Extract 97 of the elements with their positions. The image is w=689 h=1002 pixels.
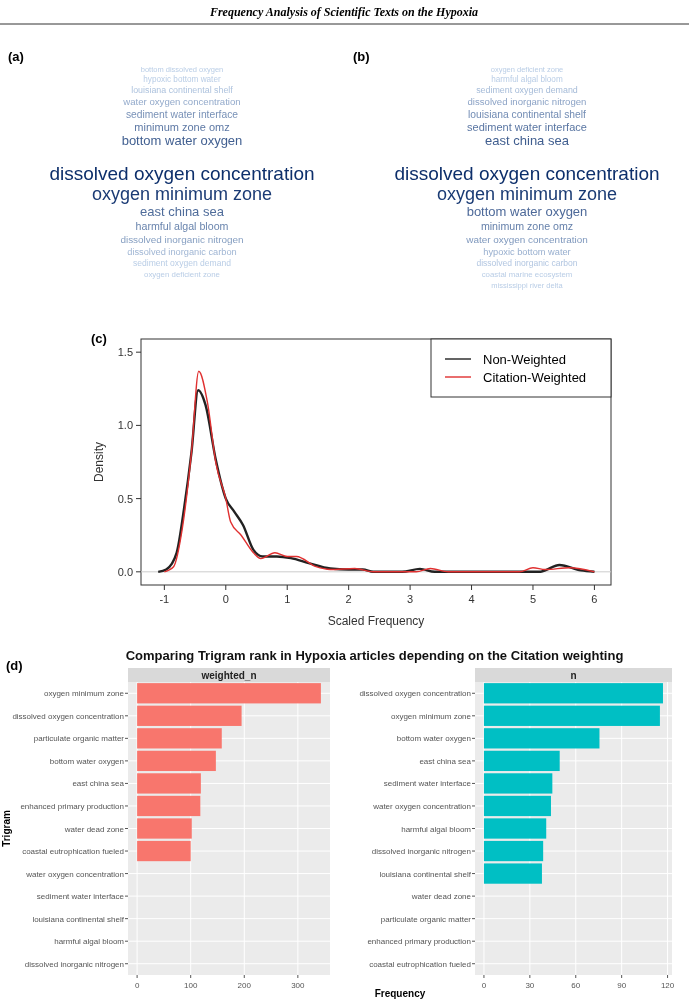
chart-title: (c) [91, 331, 107, 346]
category-label: dissolved inorganic carbon [127, 246, 237, 257]
x-tick-label: 3 [407, 593, 414, 605]
x-tick-label: 2 [345, 593, 352, 605]
y-tick-label: 1.0 [117, 419, 133, 432]
x-tick-label: 0 [134, 981, 140, 990]
y-tick-label: east china sea [419, 756, 472, 766]
y-tick-label: harmful algal bloom [54, 937, 125, 947]
y-tick-label: sediment water interface [36, 892, 125, 902]
y-tick-label: 0.5 [117, 492, 133, 505]
x-axis-title: Frequency [374, 988, 426, 999]
y-tick-label: water oxygen concentration [25, 869, 124, 879]
bar [483, 750, 560, 772]
category-label: east china sea [140, 204, 225, 219]
bar [483, 728, 600, 749]
y-tick-label: 0.0 [117, 565, 133, 578]
category-label: sediment oxygen demand [476, 85, 578, 96]
x-tick-label: 6 [591, 593, 598, 605]
y-tick-label: dissolved inorganic nitrogen [24, 959, 124, 969]
y-tick-label: water oxygen concentration [372, 801, 471, 811]
x-tick-label: 0 [481, 981, 487, 990]
chart-subtitle: n [570, 670, 577, 681]
x-tick-label: -1 [159, 593, 170, 605]
bar [137, 705, 242, 726]
bar [137, 840, 191, 862]
y-tick-label: coastal eutrophication fueled [369, 959, 471, 969]
y-tick-label: particulate organic matter [380, 914, 472, 924]
y-tick-label: east china sea [72, 779, 125, 789]
bar [483, 795, 551, 817]
y-tick-label: coastal eutrophication fueled [22, 847, 124, 857]
category-label: dissolved inorganic carbon [476, 258, 578, 269]
y-tick-label: dissolved oxygen concentration [359, 689, 471, 699]
y-tick-label: oxygen minimum zone [390, 711, 472, 721]
bar [483, 773, 553, 794]
category-label: east china sea [485, 133, 570, 148]
y-tick-label: dissolved oxygen concentration [12, 711, 124, 721]
y-tick-label: enhanced primary production [20, 801, 124, 811]
category-label: dissolved inorganic nitrogen [467, 96, 587, 108]
text: (a) [8, 49, 24, 64]
category-label: minimum zone omz [480, 219, 574, 232]
x-tick-label: 60 [571, 981, 581, 990]
x-tick-label: 30 [525, 981, 535, 990]
category-label: louisiana continental shelf [468, 108, 587, 120]
bar [483, 818, 547, 839]
y-tick-label: harmful algal bloom [401, 824, 472, 834]
x-axis-title: Scaled Frequency [327, 614, 425, 628]
y-tick-label: bottom water oxygen [396, 734, 471, 744]
x-tick-label: 1 [284, 593, 291, 605]
x-tick-label: 120 [660, 981, 675, 990]
category-label: water oxygen concentration [465, 233, 588, 245]
x-tick-label: 5 [529, 593, 537, 605]
x-tick-label: 100 [184, 981, 198, 990]
category-label: sediment water interface [467, 121, 587, 133]
category-label: sediment oxygen demand [133, 258, 232, 269]
category-label: hypoxic bottom water [483, 246, 571, 257]
category-label: oxygen minimum zone [91, 184, 273, 204]
text: (b) [353, 49, 370, 64]
bar [137, 818, 192, 839]
category-label: louisiana continental shelf [131, 85, 234, 96]
bar [483, 863, 542, 884]
category-label: harmful algal bloom [491, 75, 563, 84]
legend-label: Non-Weighted [483, 352, 566, 367]
x-tick-label: 4 [468, 593, 475, 605]
category-label: harmful algal bloom [135, 219, 229, 232]
category-label: oxygen minimum zone [436, 184, 618, 204]
y-tick-label: louisiana continental shelf [379, 869, 472, 879]
y-tick-label: bottom water oxygen [49, 756, 124, 766]
bar [137, 795, 201, 817]
chart-subtitle: weighted_n [200, 670, 257, 681]
x-tick-label: 90 [617, 981, 627, 990]
y-tick-label: sediment water interface [383, 779, 472, 789]
category-label: sediment water interface [125, 108, 239, 120]
bar [137, 773, 201, 794]
y-axis-title: Density [92, 441, 106, 483]
text: Comparing Trigram rank in Hypoxia articles depending on the Citation weighting [125, 648, 624, 663]
y-tick-label: enhanced primary production [367, 937, 471, 947]
y-axis-title: Trigram [1, 810, 12, 847]
y-tick-label: water dead zone [63, 824, 125, 834]
legend-label: Citation-Weighted [483, 370, 587, 385]
category-label: minimum zone omz [134, 121, 230, 133]
y-tick-label: dissolved inorganic nitrogen [371, 847, 471, 857]
bar [483, 840, 544, 862]
category-label: bottom water oxygen [466, 204, 588, 219]
y-tick-label: 1.5 [117, 346, 133, 359]
bar [483, 705, 660, 726]
category-label: hypoxic bottom water [143, 75, 221, 84]
x-tick-label: 200 [237, 981, 252, 990]
y-tick-label: water dead zone [410, 892, 472, 902]
y-tick-label: particulate organic matter [33, 734, 125, 744]
x-tick-label: 300 [291, 981, 306, 990]
y-tick-label: louisiana continental shelf [32, 914, 125, 924]
x-tick-label: 0 [222, 593, 229, 605]
y-tick-label: oxygen minimum zone [43, 689, 125, 699]
text: (d) [6, 658, 23, 673]
text: Frequency Analysis of Scientific Texts on the Hypoxia [208, 5, 479, 19]
bar [137, 728, 222, 749]
bar [137, 750, 216, 772]
